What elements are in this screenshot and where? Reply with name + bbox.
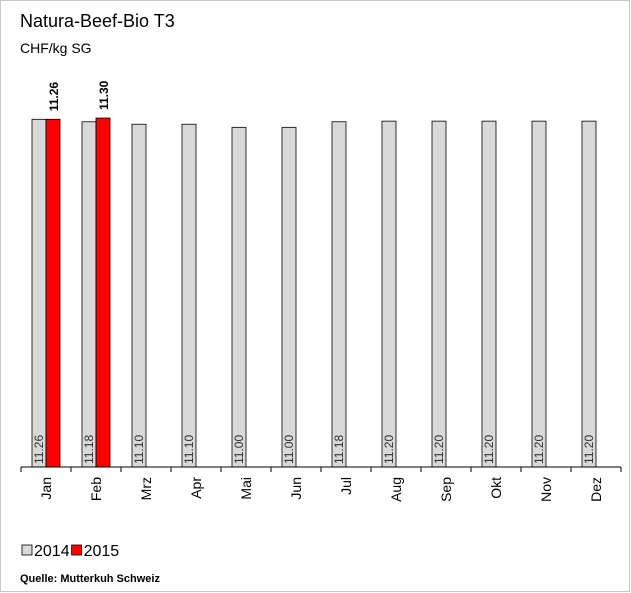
legend-label: 2014 <box>34 543 70 560</box>
data-label: 11.20 <box>482 435 496 464</box>
data-label: 11.26 <box>32 435 46 464</box>
x-tick-label: Mrz <box>138 477 154 500</box>
bar <box>95 117 111 468</box>
bar <box>231 126 247 468</box>
bar <box>181 123 197 468</box>
bar <box>331 121 347 468</box>
data-label: 11.00 <box>282 435 296 464</box>
data-label: 11.20 <box>432 435 446 464</box>
x-tick-label: Mai <box>238 477 254 500</box>
bar <box>381 120 397 468</box>
bar <box>581 120 597 468</box>
bar <box>45 118 61 468</box>
x-tick-label: Jul <box>338 477 354 495</box>
bar <box>281 126 297 468</box>
data-label: 11.10 <box>132 435 146 464</box>
data-label: 11.10 <box>182 435 196 464</box>
bar <box>431 120 447 468</box>
legend-swatch <box>21 544 33 556</box>
data-label: 11.30 <box>97 80 111 110</box>
legend-swatch <box>71 544 82 556</box>
bar <box>481 120 497 468</box>
bar <box>31 118 47 468</box>
x-tick-label: Okt <box>488 477 504 499</box>
x-tick-label: Nov <box>538 477 554 502</box>
legend-label: 2015 <box>84 543 120 560</box>
data-label: 11.20 <box>582 435 596 464</box>
chart-title: Natura-Beef-Bio T3 <box>20 11 175 31</box>
bar <box>531 120 547 468</box>
data-label: 11.20 <box>382 435 396 464</box>
data-label: 11.26 <box>47 82 61 112</box>
bar <box>131 123 147 468</box>
data-label: 11.00 <box>232 435 246 464</box>
source: Quelle: Mutterkuh Schweiz <box>20 573 160 585</box>
x-tick-label: Dez <box>588 477 604 502</box>
chart-subtitle: CHF/kg SG <box>20 40 92 56</box>
x-tick-label: Apr <box>188 477 204 499</box>
x-tick-label: Feb <box>88 477 104 501</box>
bar <box>81 121 97 468</box>
data-label: 11.20 <box>532 435 546 464</box>
x-tick-label: Jun <box>288 477 304 500</box>
data-label: 11.18 <box>82 435 96 464</box>
x-tick-label: Sep <box>438 477 454 502</box>
x-tick-label: Aug <box>388 477 404 502</box>
x-tick-label: Jan <box>38 477 54 500</box>
data-label: 11.18 <box>332 435 346 464</box>
